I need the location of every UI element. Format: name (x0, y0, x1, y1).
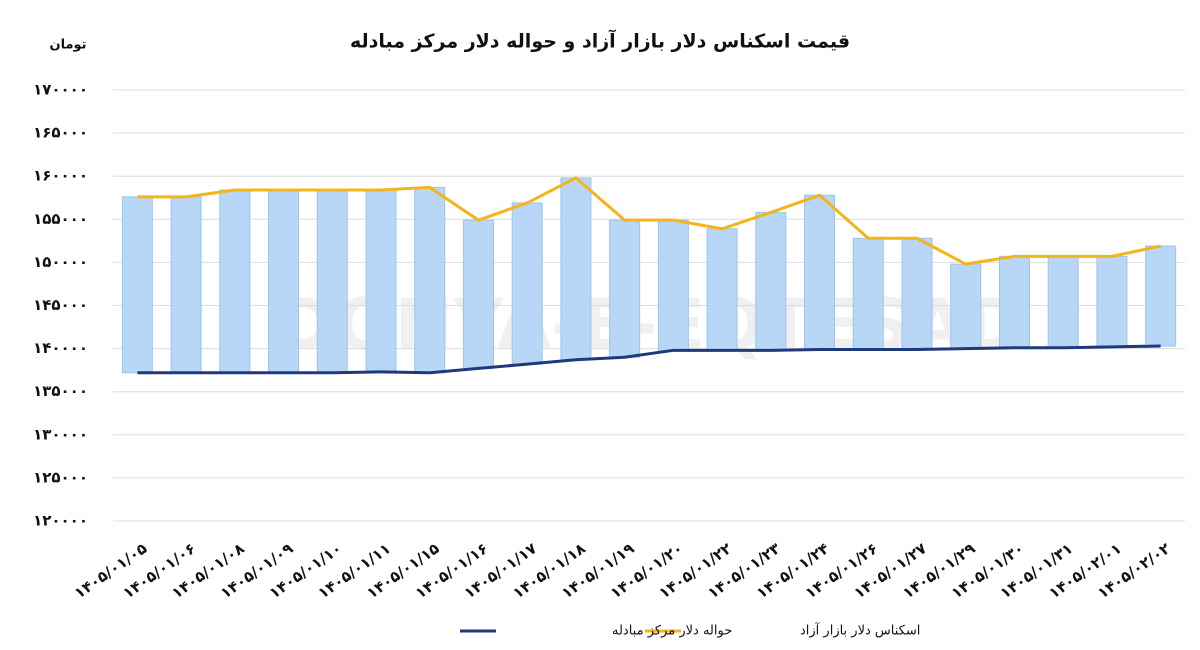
range-bar (316, 189, 348, 374)
range-bar (804, 194, 836, 350)
y-axis-label: تومان (49, 38, 86, 53)
range-bar (706, 228, 738, 351)
y-tick-label: ۱۷۰۰۰۰ (33, 81, 88, 99)
range-bar (170, 196, 202, 374)
range-bar (950, 263, 982, 350)
y-tick-label: ۱۵۵۰۰۰ (33, 210, 88, 228)
range-bar (365, 189, 397, 373)
range-bar (511, 202, 543, 365)
y-tick-label: ۱۴۰۰۰۰ (33, 339, 88, 357)
range-bar (1096, 255, 1128, 348)
y-tick-label: ۱۲۰۰۰۰ (33, 512, 88, 530)
y-tick-label: ۱۴۵۰۰۰ (33, 296, 88, 314)
range-bar (901, 237, 933, 350)
range-bar (219, 189, 251, 374)
range-bar (462, 219, 494, 369)
y-tick-label: ۱۵۰۰۰۰ (33, 253, 88, 271)
range-bar (1145, 245, 1177, 347)
range-bar (998, 255, 1030, 349)
range-bar (852, 237, 884, 350)
range-bar (1047, 255, 1079, 349)
chart-title: قیمت اسکناس دلار بازار آزاد و حواله دلار… (350, 29, 850, 53)
y-tick-label: ۱۶۵۰۰۰ (33, 124, 88, 142)
y-tick-label: ۱۶۰۰۰۰ (33, 167, 88, 185)
range-bar (609, 219, 641, 358)
y-tick-label: ۱۳۵۰۰۰ (33, 382, 88, 400)
range-bar (268, 189, 300, 374)
series-line (137, 176, 1161, 266)
range-bar (755, 211, 787, 351)
legend-label: اسکناس دلار بازار آزاد (800, 622, 920, 639)
series-line (137, 344, 1161, 375)
y-tick-label: ۱۳۰۰۰۰ (33, 425, 88, 443)
range-bar (414, 186, 446, 374)
range-bar (657, 219, 689, 351)
y-tick-label: ۱۲۵۰۰۰ (33, 468, 88, 486)
range-bar (560, 177, 592, 361)
range-bar (121, 196, 153, 374)
legend-label: حواله دلار مرکز مبادله (612, 624, 732, 639)
